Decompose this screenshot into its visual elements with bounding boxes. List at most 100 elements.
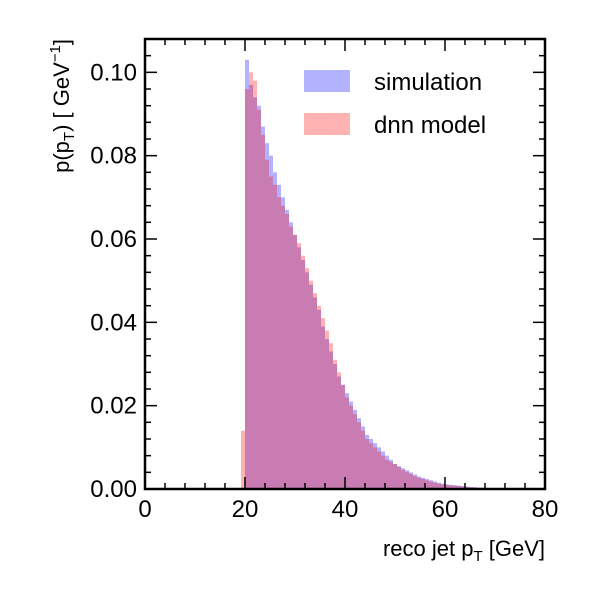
bar-simulation-45 (421, 477, 425, 489)
bar-dnn-model-9 (277, 197, 281, 490)
bar-dnn-model-1 (245, 89, 249, 489)
y-tick-label: 0.00 (90, 476, 137, 503)
x-tick-label: 60 (432, 496, 459, 523)
bar-dnn-model-38 (393, 464, 397, 489)
plot-frame (143, 37, 547, 491)
bar-dnn-model-31 (365, 439, 369, 489)
bar-dnn-model-49 (437, 483, 441, 489)
bar-dnn-model-40 (401, 469, 405, 489)
bar-dnn-model-13 (293, 234, 297, 489)
bar-simulation-52 (449, 484, 453, 489)
y-axis-label-sub: T (61, 132, 78, 141)
bar-dnn-model-33 (373, 447, 377, 489)
bar-dnn-model-39 (397, 466, 401, 489)
bar-simulation-37 (389, 459, 393, 489)
y-tick-label: 0.06 (90, 226, 137, 253)
bar-dnn-model-46 (425, 480, 429, 489)
bar-dnn-model-42 (409, 474, 413, 489)
bar-simulation-9 (277, 184, 281, 490)
bar-dnn-model-18 (313, 293, 317, 489)
bar-dnn-model-6 (265, 159, 269, 490)
bar-dnn-model-5 (261, 134, 265, 490)
bar-dnn-model-37 (389, 461, 393, 489)
bar-dnn-model-8 (273, 184, 277, 490)
bar-dnn-model-23 (333, 359, 337, 489)
bar-dnn-model-30 (361, 430, 365, 489)
bar-simulation-23 (333, 364, 337, 489)
bar-simulation-12 (289, 222, 293, 490)
bar-dnn-model-53 (453, 485, 457, 489)
y-tick-label: 0.04 (90, 309, 137, 336)
tick-labels: 0 20 40 60 80 0.00 0.02 0.04 0.06 0.08 0.10 (90, 59, 558, 523)
bar-dnn-model-22 (329, 343, 333, 489)
bar-dnn-model-20 (321, 318, 325, 489)
bar-simulation-28 (353, 409, 357, 489)
bar-simulation-15 (301, 259, 305, 489)
legend-swatch-dnn-model (304, 113, 350, 135)
bar-dnn-model-41 (405, 471, 409, 489)
bar-dnn-model-50 (441, 484, 445, 489)
bar-simulation-43 (413, 474, 417, 489)
bar-simulation-50 (441, 483, 445, 489)
bar-simulation-11 (285, 209, 289, 490)
bar-dnn-model-25 (341, 384, 345, 489)
bar-simulation-49 (437, 482, 441, 489)
bar-dnn-model-24 (337, 372, 341, 489)
bar-dnn-model-14 (297, 243, 301, 489)
bar-dnn-model-36 (385, 459, 389, 489)
x-tick-label: 40 (332, 496, 359, 523)
bar-simulation-39 (397, 466, 401, 489)
bar-dnn-model-29 (357, 422, 361, 489)
bar-simulation-4 (257, 105, 261, 490)
x-tick-label: 20 (232, 496, 259, 523)
bar-simulation-26 (345, 393, 349, 489)
bar-dnn-model-11 (285, 214, 289, 489)
bar-simulation-22 (329, 351, 333, 489)
bar-simulation-42 (409, 472, 413, 489)
bar-dnn-model-3 (253, 80, 257, 490)
bar-dnn-model-54 (457, 486, 461, 489)
bar-simulation-27 (349, 401, 353, 489)
y-tick-label: 0.02 (90, 393, 137, 420)
bar-dnn-model-15 (301, 255, 305, 489)
bar-dnn-model-45 (421, 479, 425, 489)
bar-simulation-8 (273, 172, 277, 490)
bar-simulation-21 (325, 339, 329, 489)
bar-simulation-10 (281, 197, 285, 490)
bar-simulation-1 (245, 59, 249, 489)
legend: simulation dnn model (304, 69, 486, 139)
bar-simulation-32 (369, 439, 373, 489)
bar-dnn-model-4 (257, 109, 261, 489)
bar-simulation-38 (393, 464, 397, 489)
y-axis-label: p(pT) [ GeV−1] (47, 39, 78, 173)
bar-dnn-model-34 (377, 451, 381, 489)
bar-dnn-model-32 (369, 443, 373, 489)
bar-simulation-6 (265, 143, 269, 489)
bar-simulation-2 (249, 84, 253, 489)
bar-simulation-16 (305, 272, 309, 489)
x-axis-label: reco jet pT [GeV] (383, 536, 545, 565)
bar-dnn-model-48 (433, 482, 437, 489)
bar-simulation-20 (321, 326, 325, 489)
bar-simulation-36 (385, 455, 389, 489)
bar-dnn-model-28 (353, 414, 357, 489)
bar-dnn-model-47 (429, 481, 433, 489)
bar-dnn-model-52 (449, 485, 453, 489)
bar-simulation-51 (445, 484, 449, 489)
bar-simulation-18 (313, 297, 317, 489)
x-axis-label-sub: T (473, 548, 482, 565)
bar-simulation-48 (433, 481, 437, 489)
bar-simulation-24 (337, 376, 341, 489)
bar-simulation-29 (357, 418, 361, 489)
bar-dnn-model-44 (417, 477, 421, 489)
bar-simulation-53 (453, 485, 457, 489)
bar-simulation-5 (261, 126, 265, 489)
bar-dnn-model-10 (281, 205, 285, 489)
bar-dnn-model-27 (349, 405, 353, 489)
bar-simulation-47 (429, 480, 433, 489)
bar-dnn-model-51 (445, 484, 449, 489)
bar-simulation-30 (361, 426, 365, 489)
bar-dnn-model-35 (381, 455, 385, 489)
bar-dnn-model-12 (289, 226, 293, 489)
bar-simulation-55 (461, 486, 465, 489)
